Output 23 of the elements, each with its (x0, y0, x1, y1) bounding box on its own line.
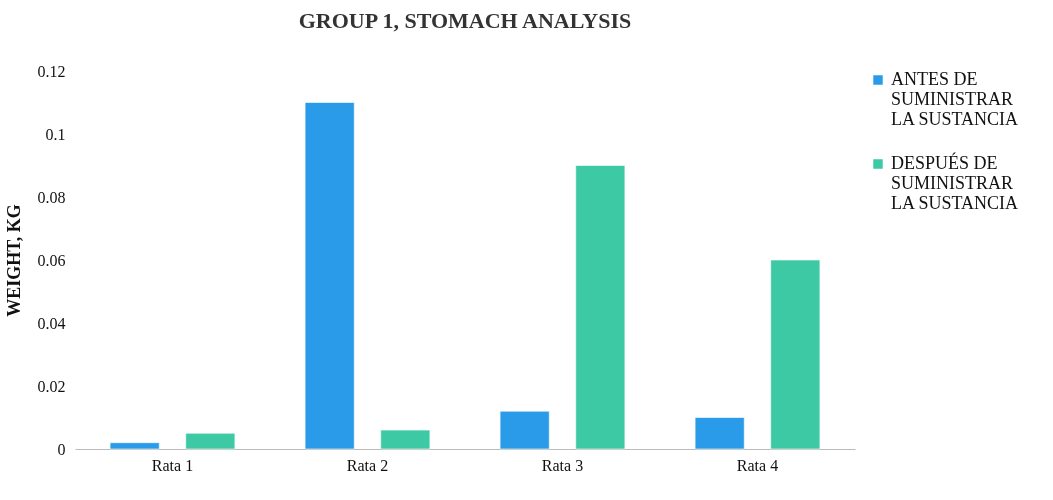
y-axis-title: WEIGHT, KG (3, 204, 24, 317)
y-tick-label: 0.1 (45, 125, 66, 143)
bar (185, 432, 236, 450)
x-tick-label: Rata 4 (736, 456, 779, 474)
y-tick-label: 0.06 (37, 251, 66, 269)
bar (694, 417, 745, 450)
x-tick-label: Rata 3 (541, 456, 584, 474)
x-tick-label: Rata 1 (151, 456, 194, 474)
legend-label: ANTES DE SUMINISTRAR LA SUSTANCIA (891, 69, 1019, 129)
legend-label: DESPUÉS DE SUMINISTRAR LA SUSTANCIA (891, 152, 1019, 213)
bar (109, 442, 160, 450)
bar (575, 165, 626, 450)
y-tick-label: 0 (57, 440, 66, 458)
bar (304, 102, 355, 450)
x-tick-label: Rata 2 (346, 456, 389, 474)
y-tick-label: 0.02 (37, 377, 66, 395)
chart-title: GROUP 1, STOMACH ANALYSIS (298, 8, 632, 33)
bar (499, 410, 550, 450)
bar (770, 259, 821, 450)
y-tick-label: 0.08 (37, 188, 66, 206)
bar (380, 429, 431, 450)
y-tick-label: 0.04 (37, 314, 66, 332)
y-tick-label: 0.12 (37, 62, 66, 80)
